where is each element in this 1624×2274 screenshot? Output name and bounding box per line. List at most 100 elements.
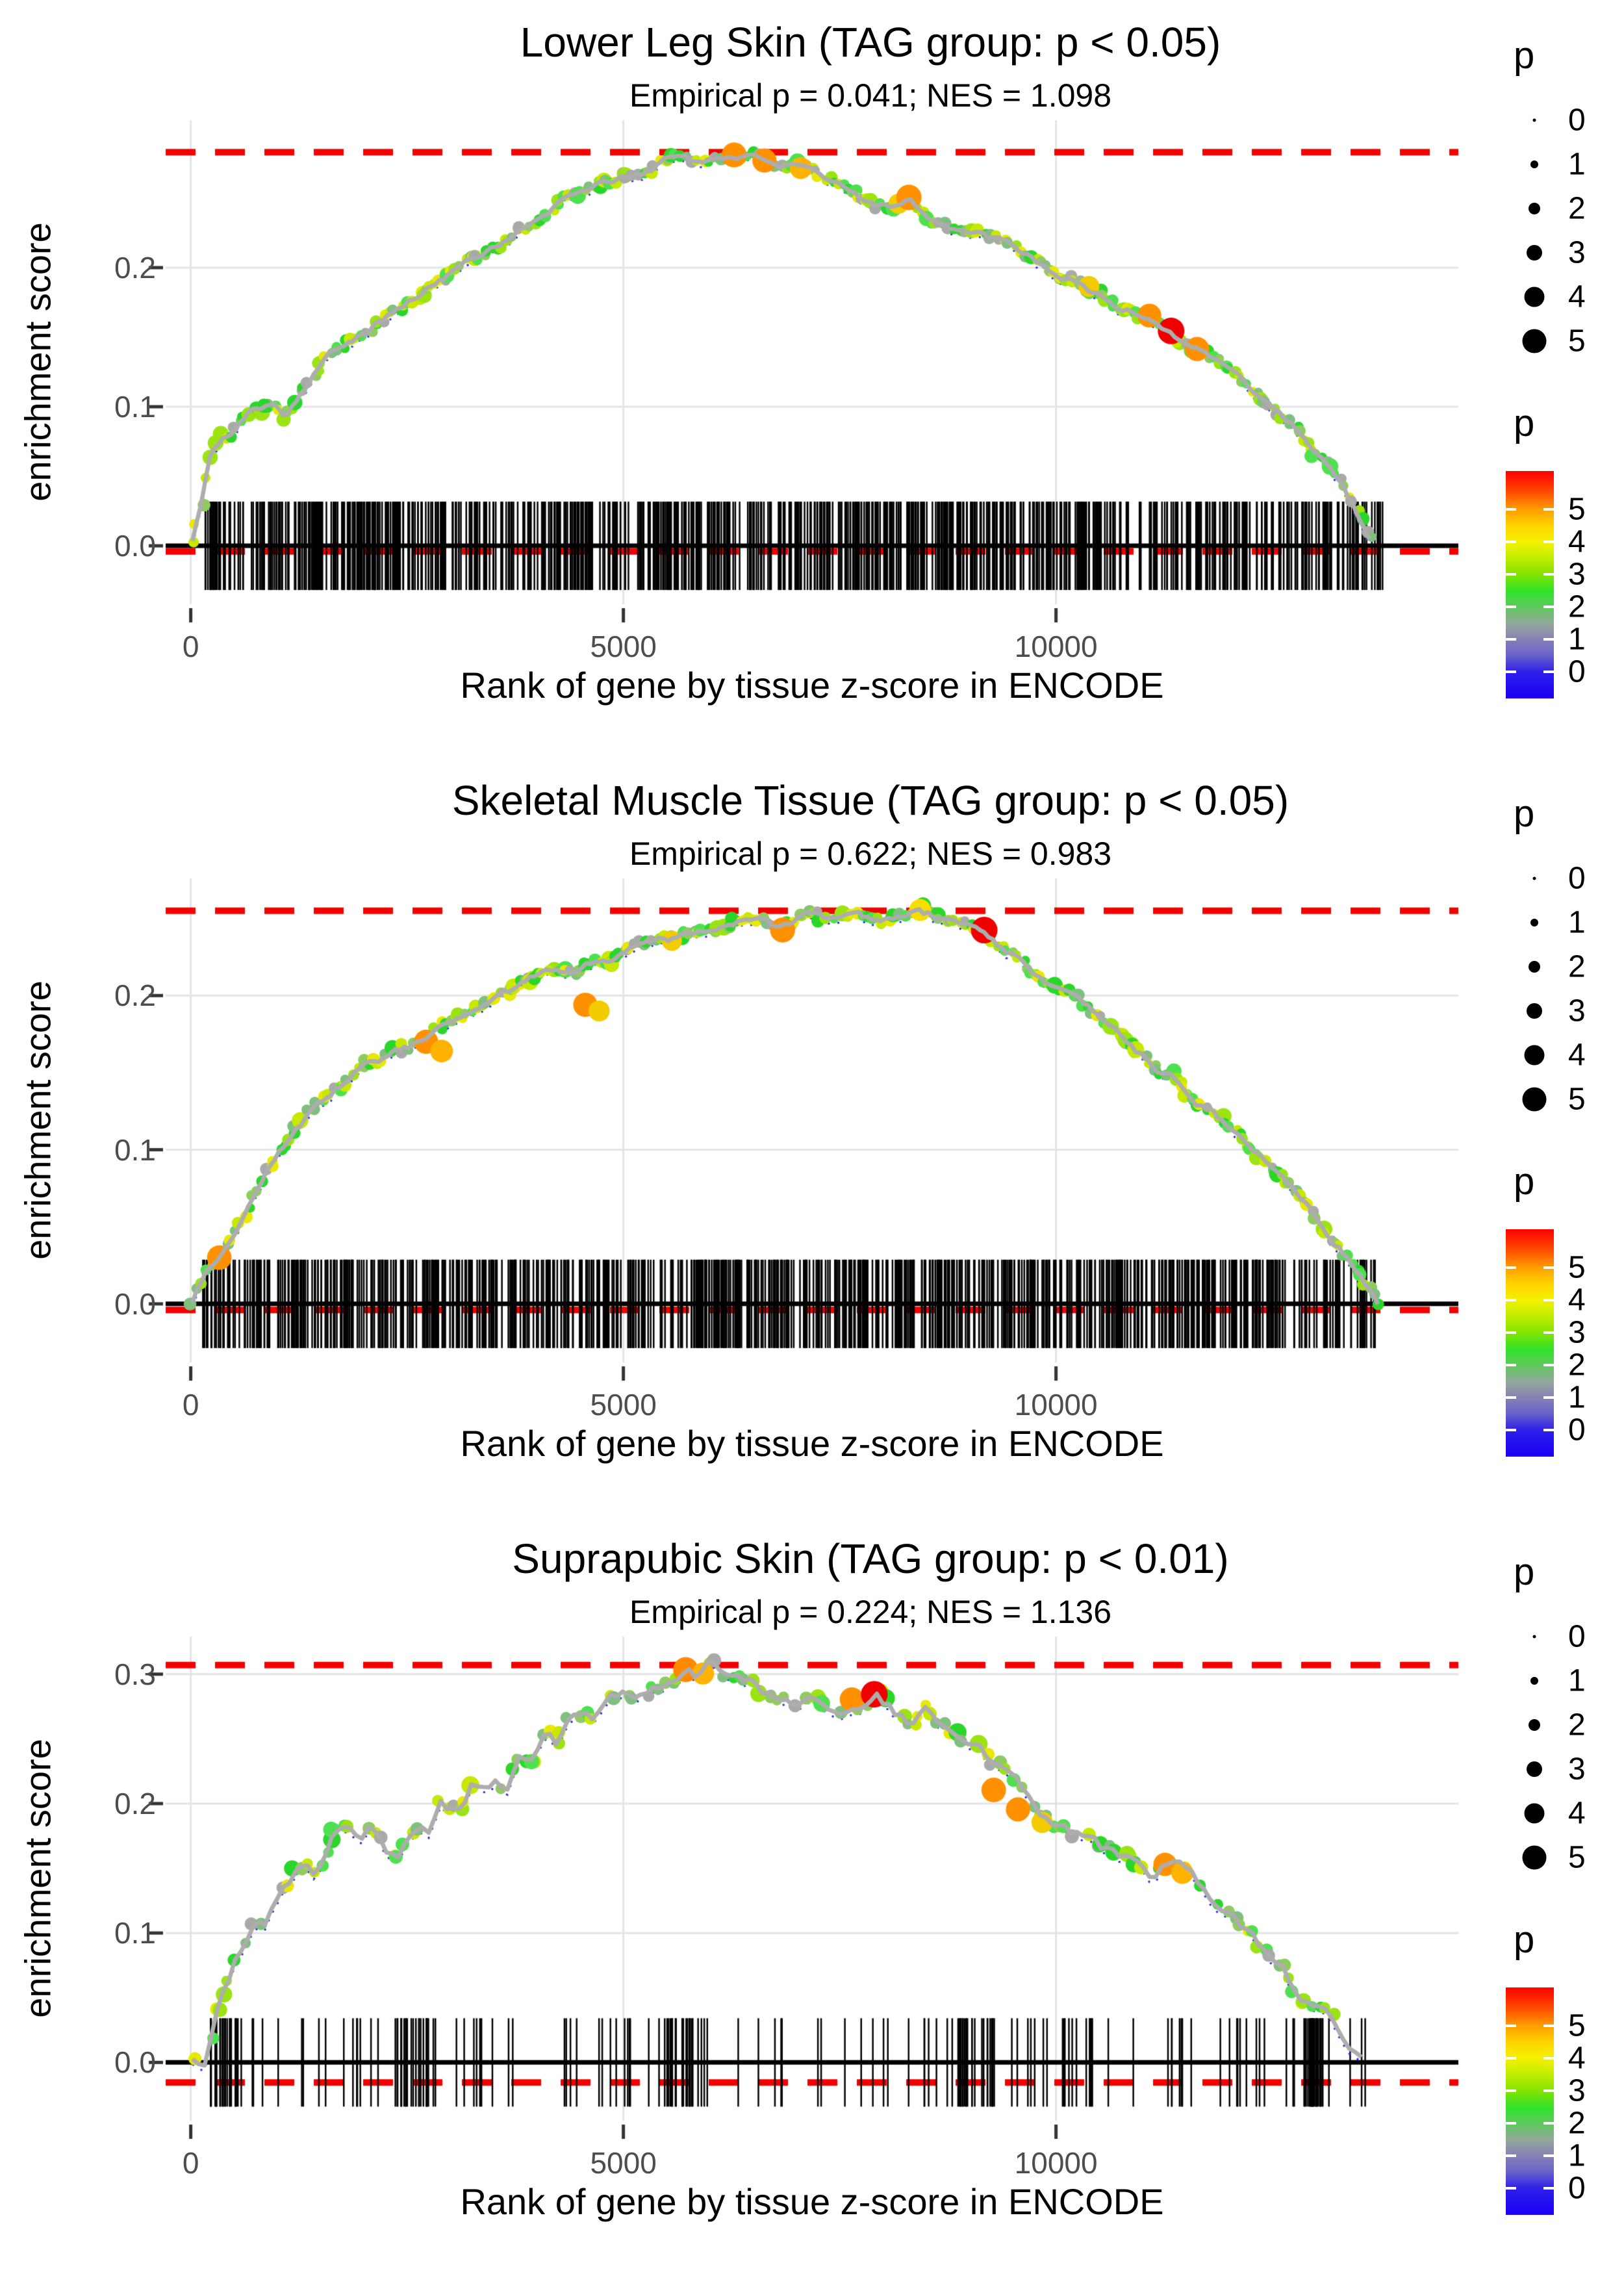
colorbar-tick: [1506, 1364, 1516, 1366]
size-legend-label: 0: [1568, 861, 1586, 896]
size-legend-title: p: [1514, 793, 1535, 835]
colorbar-tick: [1543, 606, 1554, 608]
size-legend-dot: [1524, 287, 1545, 307]
x-tick-label: 0: [182, 630, 199, 663]
colorbar-gradient: [1506, 471, 1554, 698]
size-legend-label: 1: [1568, 147, 1586, 182]
colorbar-label: 5: [1568, 492, 1586, 527]
size-legend-dot: [1530, 919, 1538, 926]
x-tick-label: 10000: [1014, 1388, 1098, 1422]
y-axis-title: enrichment score: [17, 980, 58, 1260]
colorbar-tick: [1506, 1429, 1516, 1431]
y-tick-label: 0.3: [114, 1657, 156, 1691]
chart-canvas: [0, 0, 1624, 758]
colorbar-label: 1: [1568, 1380, 1586, 1415]
colorbar-tick: [1506, 638, 1516, 641]
colorbar-tick: [1543, 2057, 1554, 2060]
y-axis-title: enrichment score: [17, 222, 58, 502]
colorbar-label: 5: [1568, 1250, 1586, 1285]
size-legend-label: 3: [1568, 1752, 1586, 1787]
size-legend-label: 0: [1568, 103, 1586, 138]
size-legend-dot: [1532, 1635, 1536, 1639]
colorbar-label: 0: [1568, 2171, 1586, 2206]
panel-suprapubic-skin: Suprapubic Skin (TAG group: p < 0.01) Em…: [0, 1516, 1624, 2274]
colorbar-tick: [1506, 1266, 1516, 1269]
y-tick-label: 0.1: [114, 1916, 156, 1950]
colorbar-label: 4: [1568, 1283, 1586, 1318]
colorbar-tick: [1543, 2089, 1554, 2092]
colorbar-tick: [1543, 1266, 1554, 1269]
colorbar-tick: [1543, 508, 1554, 511]
colorbar-label: 4: [1568, 2041, 1586, 2076]
colorbar-label: 4: [1568, 524, 1586, 559]
colorbar-tick: [1543, 2122, 1554, 2125]
colorbar-tick: [1543, 2025, 1554, 2027]
size-legend-label: 5: [1568, 1840, 1586, 1875]
size-legend-dot: [1522, 1087, 1547, 1112]
x-tick-label: 10000: [1014, 2146, 1098, 2180]
colorbar-tick: [1506, 1299, 1516, 1301]
x-tick-label: 5000: [590, 1388, 657, 1422]
size-legend-dot: [1532, 876, 1536, 880]
size-legend-label: 5: [1568, 1082, 1586, 1117]
size-legend-label: 4: [1568, 1038, 1586, 1073]
y-tick-label: 0.0: [114, 2045, 156, 2080]
colorbar-label: 1: [1568, 622, 1586, 657]
panel-lower-leg-skin: Lower Leg Skin (TAG group: p < 0.05) Emp…: [0, 0, 1624, 758]
colorbar-label: 2: [1568, 589, 1586, 624]
size-legend-dot: [1522, 329, 1547, 353]
colorbar-label: 2: [1568, 2106, 1586, 2141]
y-tick-label: 0.2: [114, 1786, 156, 1820]
colorbar-tick: [1506, 508, 1516, 511]
colorbar-tick: [1543, 2154, 1554, 2157]
colorbar-tick: [1506, 2057, 1516, 2060]
colorbar-tick: [1543, 671, 1554, 673]
size-legend-title: p: [1514, 1551, 1535, 1593]
colorbar-tick: [1506, 541, 1516, 543]
colorbar-tick: [1543, 638, 1554, 641]
size-legend-label: 3: [1568, 993, 1586, 1028]
colorbar-tick: [1506, 2187, 1516, 2190]
x-axis-title: Rank of gene by tissue z-score in ENCODE: [460, 2181, 1164, 2222]
colorbar-tick: [1506, 2122, 1516, 2125]
colorbar-tick: [1506, 1331, 1516, 1334]
size-legend-label: 3: [1568, 235, 1586, 270]
size-legend-label: 2: [1568, 191, 1586, 226]
size-legend-label: 4: [1568, 279, 1586, 314]
colorbar-gradient: [1506, 1229, 1554, 1457]
colorbar-tick: [1543, 541, 1554, 543]
color-legend-title: p: [1514, 1160, 1535, 1203]
colorbar-tick: [1543, 1299, 1554, 1301]
size-legend-label: 2: [1568, 1707, 1586, 1743]
y-tick-label: 0.2: [114, 978, 156, 1013]
colorbar-label: 1: [1568, 2138, 1586, 2173]
y-tick-label: 0.0: [114, 1286, 156, 1321]
size-legend-dot: [1530, 160, 1538, 168]
size-legend-dot: [1524, 1045, 1545, 1066]
colorbar-tick: [1506, 606, 1516, 608]
panel-skeletal-muscle: Skeletal Muscle Tissue (TAG group: p < 0…: [0, 758, 1624, 1516]
colorbar-tick: [1506, 2089, 1516, 2092]
x-tick-label: 10000: [1014, 630, 1098, 663]
y-tick-label: 0.1: [114, 1132, 156, 1167]
colorbar-tick: [1543, 2187, 1554, 2190]
colorbar-tick: [1543, 1429, 1554, 1431]
size-legend-label: 4: [1568, 1796, 1586, 1831]
colorbar-gradient: [1506, 1987, 1554, 2215]
colorbar-label: 2: [1568, 1348, 1586, 1383]
y-tick-label: 0.0: [114, 529, 156, 563]
size-legend-dot: [1530, 1677, 1538, 1685]
size-legend-label: 1: [1568, 905, 1586, 940]
size-legend-dot: [1529, 1719, 1540, 1731]
size-legend-dot: [1524, 1803, 1545, 1824]
colorbar-tick: [1543, 1331, 1554, 1334]
chart-canvas: [0, 758, 1624, 1516]
colorbar-label: 3: [1568, 2073, 1586, 2108]
size-legend-dot: [1522, 1845, 1547, 1870]
colorbar-label: 0: [1568, 1412, 1586, 1448]
colorbar-tick: [1506, 1396, 1516, 1399]
colorbar-tick: [1543, 573, 1554, 576]
colorbar-label: 3: [1568, 557, 1586, 592]
chart-canvas: [0, 1516, 1624, 2274]
